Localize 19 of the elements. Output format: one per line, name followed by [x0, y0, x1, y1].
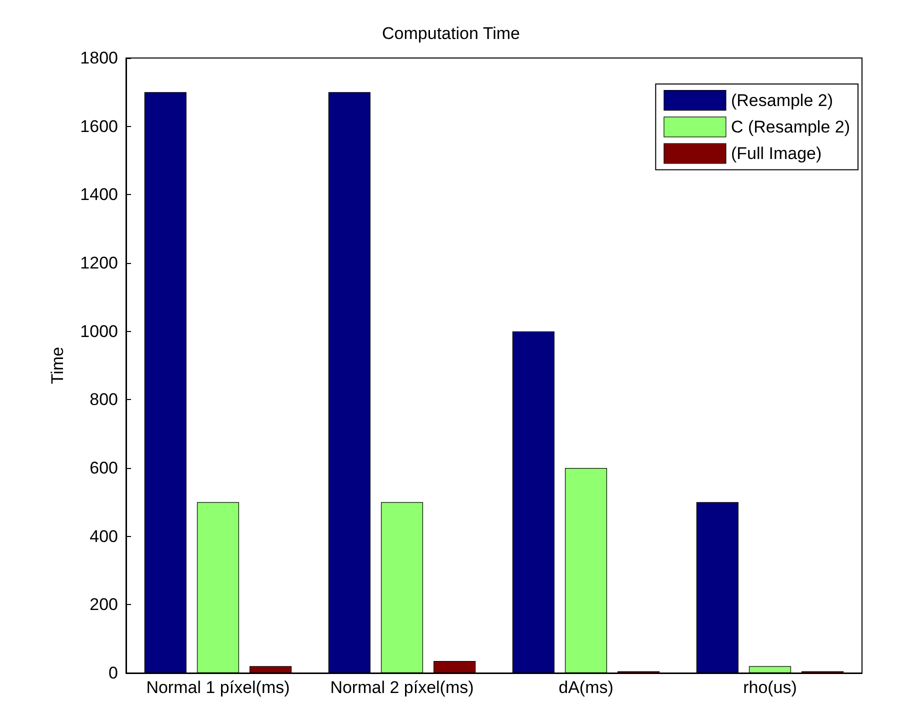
x-tick-label: dA(ms) — [558, 678, 614, 697]
y-axis-title: Time — [48, 346, 67, 384]
legend-label: (Full Image) — [730, 144, 822, 163]
y-tick-label: 600 — [90, 458, 118, 478]
y-tick-label: 1800 — [80, 48, 118, 68]
chart-title: Computation Time — [382, 24, 520, 43]
y-tick-label: 1400 — [80, 185, 118, 204]
y-tick-label: 0 — [108, 664, 118, 682]
x-tick-label: Normal 1 píxel(ms) — [146, 678, 290, 697]
y-tick-label: 400 — [90, 526, 118, 546]
x-tick-label: Normal 2 píxel(ms) — [330, 678, 474, 697]
y-tick-label: 1200 — [80, 254, 118, 272]
y-tick-label: 1000 — [80, 322, 118, 341]
legend-label: (Resample 2) — [730, 90, 834, 110]
x-tick-label: rho(us) — [743, 678, 797, 697]
y-tick-label: 200 — [90, 595, 118, 614]
y-tick-label: 800 — [90, 390, 118, 410]
y-tick-label: 1600 — [80, 116, 118, 136]
legend-label: C (Resample 2) — [730, 117, 850, 136]
